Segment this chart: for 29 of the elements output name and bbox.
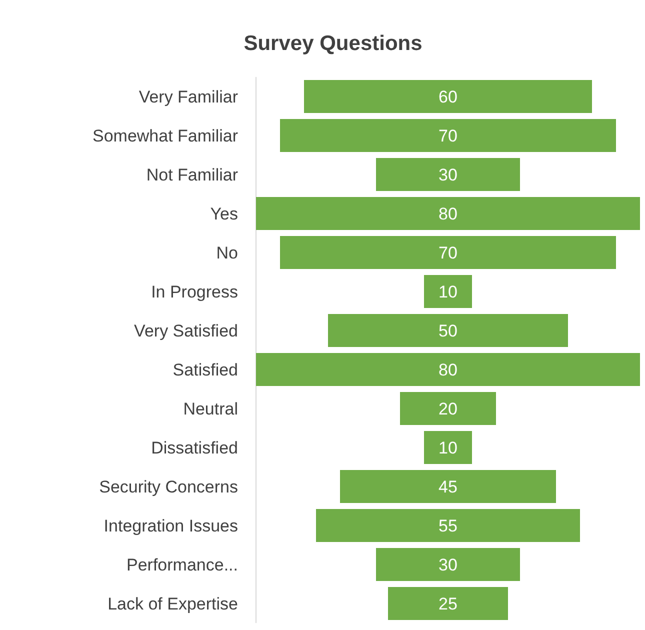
data-label: 80 [438,360,458,380]
category-label: Satisfied [172,360,238,380]
category-label: Very Familiar [138,87,238,106]
category-label: Security Concerns [99,477,238,496]
data-label: 45 [438,477,458,496]
data-label: 30 [438,165,458,184]
data-label: 30 [438,555,458,574]
data-label: 10 [438,438,458,458]
data-label: 80 [438,204,458,224]
category-label: Neutral [183,399,238,418]
data-label: 55 [438,516,458,536]
category-label: Somewhat Familiar [92,126,238,146]
category-label: Lack of Expertise [108,594,238,614]
category-label: Dissatisfied [151,438,238,458]
text: Survey Questions [244,32,422,55]
category-label: Integration Issues [104,516,238,536]
data-label: 50 [438,321,458,340]
data-label: 10 [438,282,458,302]
data-label: 70 [438,243,458,262]
data-label: 25 [438,594,458,614]
category-label: Very Satisfied [134,321,238,340]
category-label: Performance... [126,555,238,574]
data-label: 60 [438,87,458,106]
category-label: In Progress [151,282,238,302]
category-label: Not Familiar [146,165,238,184]
data-label: 20 [438,399,458,418]
category-label: No [216,243,238,262]
data-label: 70 [438,126,458,146]
category-label: Yes [210,204,238,224]
